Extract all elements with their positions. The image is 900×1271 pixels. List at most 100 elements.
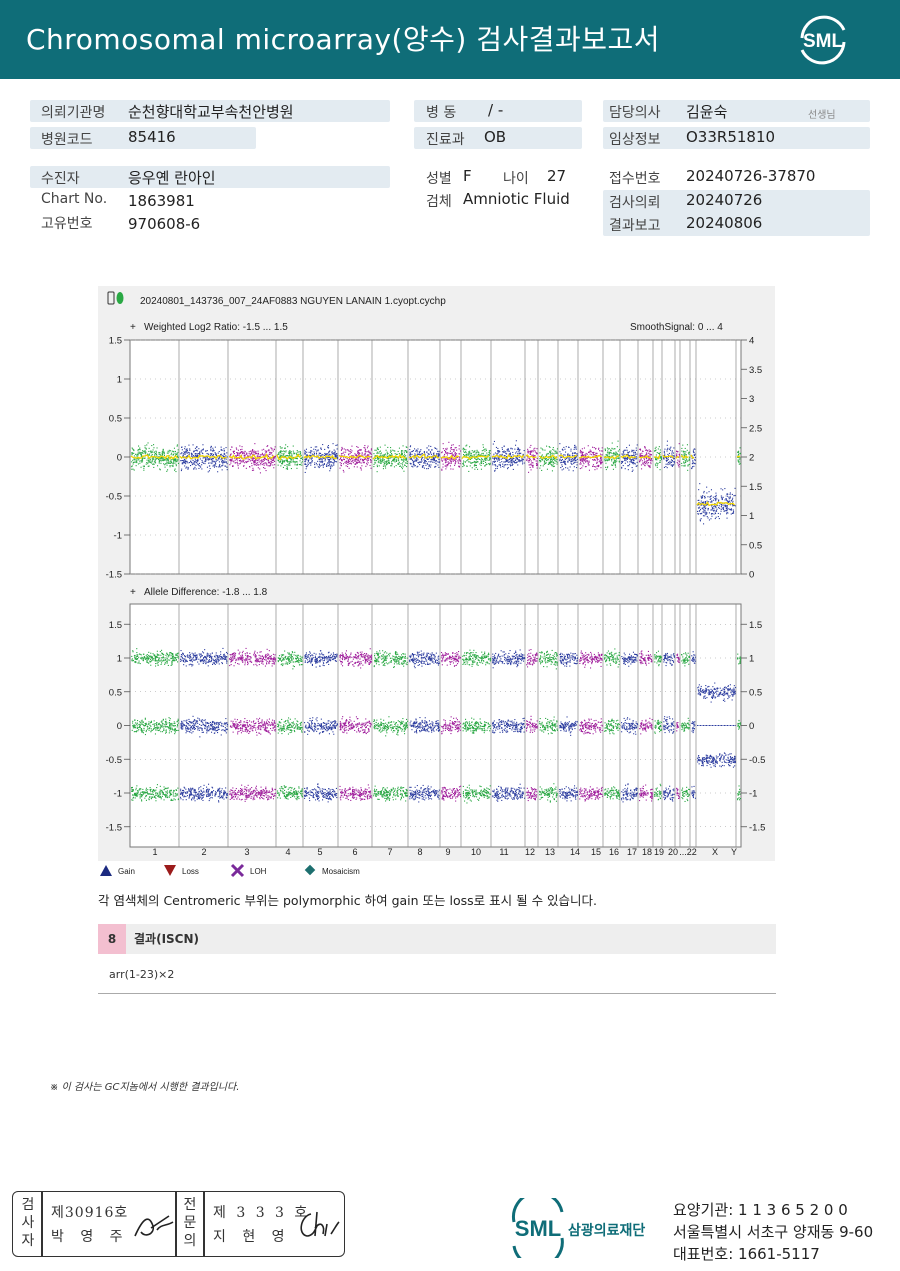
allele-point: [312, 729, 314, 731]
allele-point: [289, 786, 291, 788]
log2-point: [167, 459, 169, 461]
allele-point: [344, 790, 346, 792]
allele-point: [345, 650, 347, 652]
allele-point: [148, 729, 150, 731]
log2-point: [245, 467, 247, 469]
allele-point: [361, 722, 363, 724]
allele-point: [367, 659, 369, 661]
allele-point: [273, 729, 275, 731]
allele-point: [208, 783, 210, 785]
allele-point: [182, 792, 184, 794]
log2-point: [265, 464, 267, 466]
allele-point: [232, 720, 234, 722]
log2-point: [139, 451, 141, 453]
allele-point: [280, 657, 282, 659]
log2-point: [329, 450, 331, 452]
log2-point: [346, 449, 348, 451]
allele-point: [223, 655, 225, 657]
allele-point: [334, 727, 336, 729]
allele-point: [205, 790, 207, 792]
log2-point: [199, 458, 201, 460]
specimen-value: Amniotic Fluid: [463, 190, 570, 208]
log2-point: [311, 453, 313, 455]
allele-point: [267, 723, 269, 725]
log2-point: [250, 450, 252, 452]
allele-point: [209, 721, 211, 723]
allele-point: [134, 727, 136, 729]
allele-point: [256, 661, 258, 663]
log2-point: [310, 451, 312, 453]
allele-point: [297, 721, 299, 723]
chart-no-label: Chart No.: [41, 191, 108, 207]
log2-point: [202, 461, 204, 463]
allele-point: [296, 795, 298, 797]
allele-point: [176, 726, 178, 728]
allele-point: [332, 731, 334, 733]
log2-point: [208, 453, 210, 455]
log2-point: [290, 461, 292, 463]
allele-point: [307, 654, 309, 656]
allele-point: [311, 792, 313, 794]
log2-point: [167, 458, 169, 460]
log2-point: [152, 457, 154, 459]
allele-point: [315, 726, 317, 728]
log2-point: [164, 459, 166, 461]
allele-point: [180, 723, 182, 725]
allele-point: [266, 791, 268, 793]
allele-point: [346, 732, 348, 734]
allele-point: [183, 724, 185, 726]
allele-point: [316, 796, 318, 798]
allele-point: [182, 652, 184, 654]
allele-point: [223, 658, 225, 660]
log2-point: [205, 458, 207, 460]
allele-point: [234, 724, 236, 726]
allele-point: [323, 725, 325, 727]
allele-point: [326, 659, 328, 661]
allele-point: [151, 797, 153, 799]
allele-point: [241, 658, 243, 660]
allele-point: [214, 659, 216, 661]
log2-point: [212, 458, 214, 460]
allele-point: [204, 727, 206, 729]
allele-point: [203, 720, 205, 722]
allele-point: [277, 790, 279, 792]
log2-point: [230, 454, 232, 456]
allele-point: [323, 665, 325, 667]
allele-point: [308, 725, 310, 727]
allele-point: [134, 724, 136, 726]
allele-point: [163, 729, 165, 731]
allele-point: [263, 798, 265, 800]
log2-point: [329, 463, 331, 465]
allele-point: [282, 788, 284, 790]
allele-point: [177, 656, 179, 658]
allele-point: [149, 722, 151, 724]
allele-point: [296, 656, 298, 658]
log2-point: [239, 445, 241, 447]
log2-point: [246, 453, 248, 455]
log2-point: [195, 461, 197, 463]
log2-point: [305, 468, 307, 470]
log2-point: [140, 460, 142, 462]
log2-point: [167, 452, 169, 454]
allele-point: [311, 791, 313, 793]
allele-point: [218, 724, 220, 726]
allele-point: [283, 726, 285, 728]
log2-point: [163, 458, 165, 460]
allele-point: [165, 730, 167, 732]
department-value: OB: [484, 128, 507, 146]
allele-point: [233, 655, 235, 657]
log2-point: [359, 467, 361, 469]
allele-point: [201, 660, 203, 662]
allele-point: [232, 722, 234, 724]
allele-point: [151, 656, 153, 658]
allele-point: [158, 658, 160, 660]
allele-point: [152, 723, 154, 725]
allele-point: [345, 727, 347, 729]
allele-point: [260, 727, 262, 729]
log2-point: [345, 449, 347, 451]
allele-point: [348, 723, 350, 725]
allele-point: [180, 791, 182, 793]
allele-point: [278, 793, 280, 795]
allele-point: [356, 723, 358, 725]
log2-point: [328, 461, 330, 463]
